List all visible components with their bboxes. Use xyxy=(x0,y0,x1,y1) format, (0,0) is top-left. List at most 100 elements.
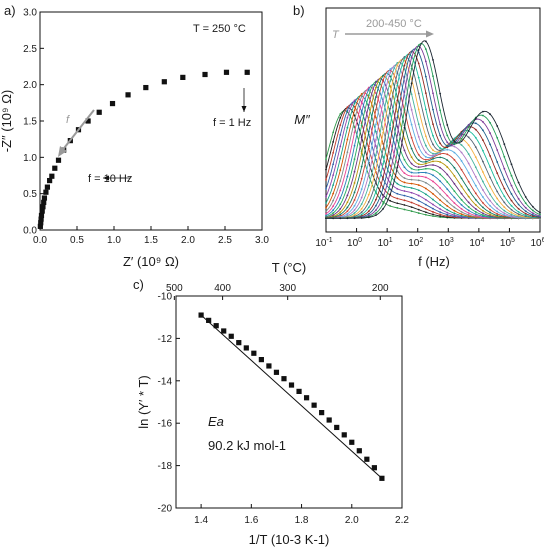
panel-c-data-point xyxy=(296,388,302,394)
panel-b-series-point xyxy=(474,122,477,125)
panel-b-series-point xyxy=(417,194,420,197)
panel-b-series-point xyxy=(460,132,463,135)
panel-b-series-point xyxy=(382,79,384,82)
panel-b-series-point xyxy=(489,185,491,188)
panel-b-series-point xyxy=(460,211,463,213)
panel-b-series-point xyxy=(439,134,442,137)
panel-b-series-point xyxy=(410,175,413,177)
panel-b-series-point xyxy=(367,116,370,119)
panel-b-series-point xyxy=(417,189,420,192)
panel-c-data-point xyxy=(206,317,212,323)
panel-b-series-point xyxy=(339,197,342,200)
panel-a-temperature: T = 250 °C xyxy=(193,23,246,35)
panel-b-series-point xyxy=(325,158,327,160)
panel-b-series-point xyxy=(446,208,449,211)
panel-b-temperature-range: 200-450 °C xyxy=(366,18,422,30)
panel-b-series-point xyxy=(467,144,470,147)
panel-b-series-point xyxy=(353,182,356,184)
panel-b-series-point xyxy=(496,203,499,206)
panel-b-series-point xyxy=(453,166,456,169)
panel-b-series-point xyxy=(432,207,434,210)
panel-b-series-point xyxy=(332,214,335,216)
panel-b-series-point xyxy=(424,151,427,154)
panel-b-series-point xyxy=(489,154,491,157)
panel-b-series-point xyxy=(432,193,434,195)
panel-b-series-point xyxy=(460,177,463,180)
panel-b-series-point xyxy=(417,135,420,138)
panel-b-series-point xyxy=(446,205,449,207)
panel-b-series-point xyxy=(467,215,470,218)
panel-b-series-point xyxy=(467,195,470,198)
panel-b-series-point xyxy=(410,182,413,185)
panel-b-series-point xyxy=(531,212,534,215)
panel-b-series-point xyxy=(410,206,413,209)
panel-b-series-point xyxy=(410,123,413,126)
panel-b-series-point xyxy=(460,160,463,162)
panel-b-series-point xyxy=(432,158,434,160)
panel-b-series-point xyxy=(439,180,442,183)
panel-b-series-point xyxy=(496,172,499,174)
panel-b-series-point xyxy=(496,212,499,215)
panel-a-data-point xyxy=(85,118,91,124)
panel-b-series-point xyxy=(367,104,370,106)
panel-b-series-point xyxy=(496,190,499,193)
panel-b-series-point xyxy=(346,106,349,109)
panel-b-series-point xyxy=(382,88,384,91)
panel-a-data-point xyxy=(40,204,46,210)
panel-b-series-point xyxy=(517,203,520,206)
panel-b-series-point xyxy=(367,145,370,148)
panel-b-series-point xyxy=(432,198,434,201)
panel-b-series-point xyxy=(439,204,442,206)
panel-b-series-point xyxy=(382,156,384,158)
panel-b-series-point xyxy=(482,180,484,183)
panel-b-series-point xyxy=(489,211,491,214)
panel-b-series-point xyxy=(346,126,349,129)
panel-b-series-point xyxy=(482,139,484,142)
panel-b-series-point xyxy=(375,168,377,171)
panel-b-series-point xyxy=(339,124,342,127)
panel-b-series-point xyxy=(389,80,392,83)
panel-c-data-point xyxy=(311,402,317,408)
panel-b-series-point xyxy=(439,161,442,163)
panel-b-series-point xyxy=(482,206,484,209)
panel-b-series-point xyxy=(482,209,484,212)
panel-b-series-point xyxy=(375,130,377,133)
panel-b-series-point xyxy=(446,141,449,144)
panel-b-series-point xyxy=(467,209,470,212)
panel-b-series-point xyxy=(474,208,477,210)
panel-b-series-point xyxy=(353,102,356,105)
panel-c-data-point xyxy=(326,417,332,423)
panel-b-series-point xyxy=(439,109,442,112)
panel-b-series-point xyxy=(417,153,420,156)
panel-b-series-point xyxy=(346,109,349,112)
panel-b-series-point xyxy=(389,85,392,88)
panel-b-series-point xyxy=(410,196,413,199)
panel-b-series-point xyxy=(353,214,356,216)
panel-b-series-point xyxy=(453,145,456,148)
panel-c-ytick-label: -20 xyxy=(158,504,173,515)
panel-b-series-point xyxy=(424,40,427,43)
panel-b-series-point xyxy=(460,185,463,188)
panel-b-series-point xyxy=(353,131,356,134)
panel-b-series-point xyxy=(517,213,520,216)
panel-a-frequency-arrowhead xyxy=(58,146,67,157)
panel-a-chart: 0.0 0.5 1.0 1.5 2.0 2.5 3.0 0.0 0.5 1.0 1.5 2.0 2.5 3… xyxy=(0,8,269,270)
panel-a-data-point xyxy=(202,71,208,78)
panel-b-xtick-label: 105 xyxy=(500,237,515,249)
panel-b-series-point xyxy=(382,196,384,199)
panel-b-series-point xyxy=(367,201,370,203)
panel-b-series-point xyxy=(417,184,420,186)
panel-b-series-point xyxy=(453,214,456,217)
panel-b-series-point xyxy=(382,131,384,134)
panel-a-1hz-arrowhead xyxy=(241,106,247,112)
panel-b-series-point xyxy=(439,166,442,169)
panel-b-series-point xyxy=(460,140,463,143)
panel-a-data-point xyxy=(49,173,55,179)
panel-b-series-point xyxy=(446,146,449,149)
panel-b-series-point xyxy=(474,136,477,139)
panel-a-ytick-label: 1.0 xyxy=(23,153,37,164)
panel-c-data-point xyxy=(236,340,242,346)
panel-b-series-point xyxy=(439,215,442,217)
panel-b-label: b) xyxy=(293,3,305,18)
panel-b-series-point xyxy=(510,211,513,214)
